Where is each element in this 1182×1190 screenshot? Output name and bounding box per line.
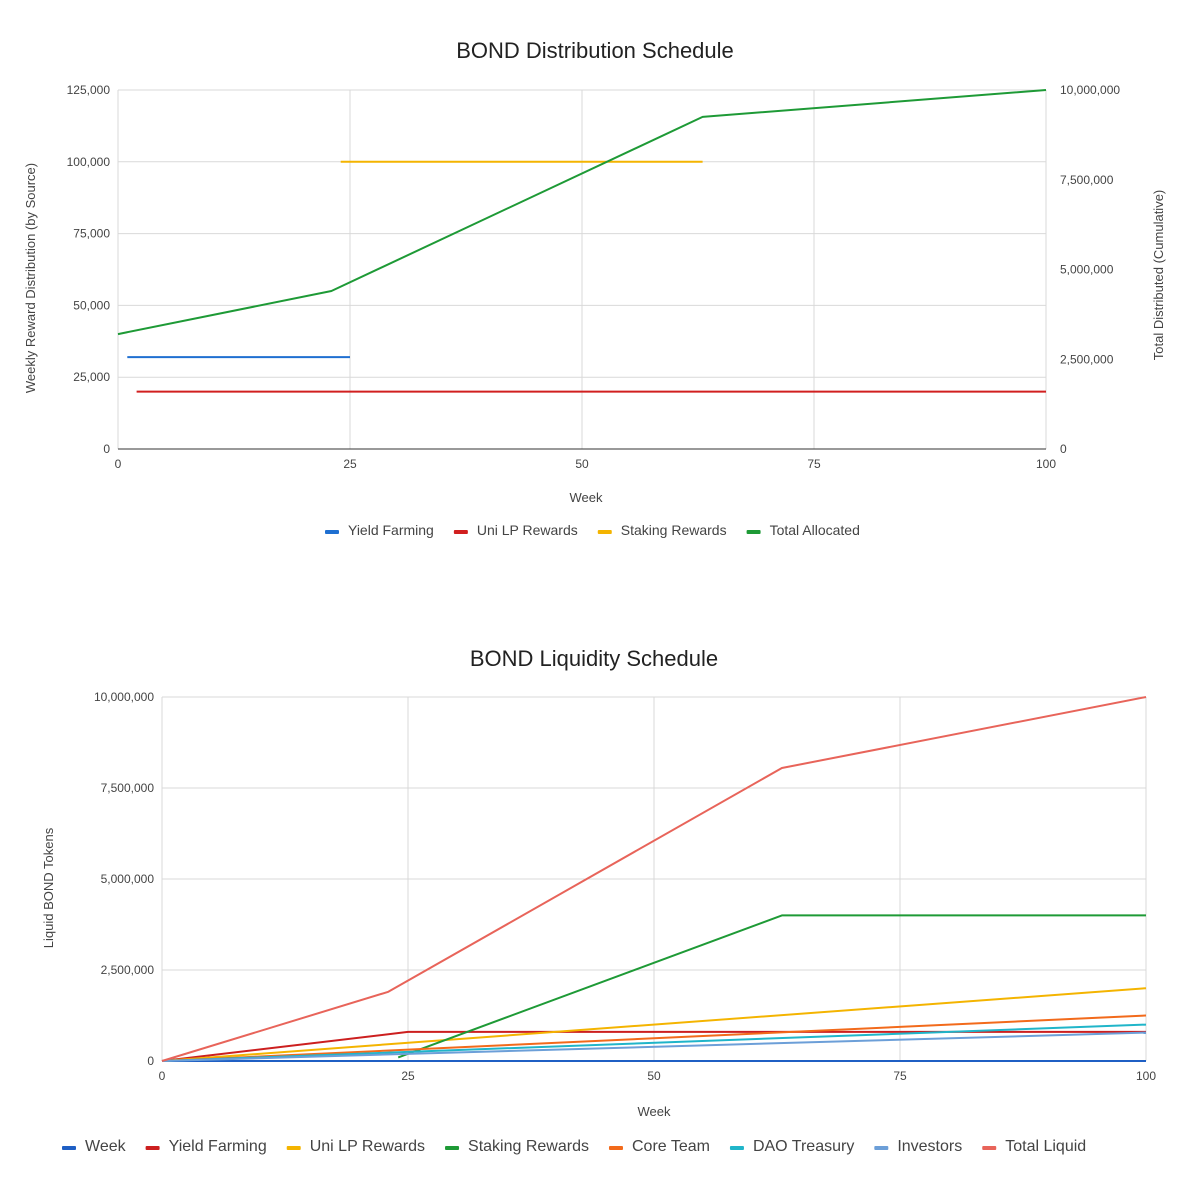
y-tick-label: 0 <box>147 1054 154 1068</box>
x-tick-label: 0 <box>115 457 122 471</box>
legend-swatch <box>453 530 468 534</box>
legend-label: Core Team <box>632 1138 710 1155</box>
legend-label: Week <box>85 1138 127 1155</box>
series-line-dao-treasury <box>161 1023 1147 1062</box>
y2-tick-label: 7,500,000 <box>1060 173 1114 187</box>
legend-swatch <box>286 1146 301 1150</box>
x-tick-label: 100 <box>1036 457 1056 471</box>
legend-label: Uni LP Rewards <box>310 1138 425 1155</box>
y-tick-label: 5,000,000 <box>101 872 155 886</box>
legend-label: Yield Farming <box>348 522 434 538</box>
series-line-uni-lp-rewards <box>161 987 1147 1062</box>
legend-label: Staking Rewards <box>468 1138 589 1155</box>
x-tick-label: 25 <box>343 457 357 471</box>
series-line-core-team <box>161 1014 1147 1062</box>
legend-swatch <box>445 1146 460 1150</box>
legend-swatch <box>62 1146 76 1150</box>
x-axis-title: Week <box>570 490 603 505</box>
legend-label: Total Liquid <box>1005 1138 1086 1155</box>
legend-swatch <box>325 530 339 534</box>
y2-tick-label: 2,500,000 <box>1060 352 1114 366</box>
legend-label: Total Allocated <box>770 522 860 538</box>
x-tick-label: 50 <box>647 1069 661 1083</box>
y-tick-label: 50,000 <box>73 298 110 312</box>
x-tick-label: 100 <box>1136 1069 1156 1083</box>
legend-swatch <box>145 1146 160 1150</box>
x-tick-label: 75 <box>807 457 821 471</box>
y-tick-label: 2,500,000 <box>101 963 155 977</box>
y2-tick-label: 5,000,000 <box>1060 263 1114 277</box>
legend-swatch <box>746 530 761 534</box>
chart-title: BOND Distribution Schedule <box>456 38 734 63</box>
legend-label: Staking Rewards <box>621 522 727 538</box>
x-tick-label: 0 <box>159 1069 166 1083</box>
y-tick-label: 25,000 <box>73 370 110 384</box>
legend-swatch <box>608 1146 623 1150</box>
series-line-total-liquid <box>161 696 1147 1062</box>
liquidity-chart: BOND Liquidity Schedule Week Liquid BOND… <box>41 646 1156 1155</box>
x-tick-label: 25 <box>401 1069 415 1083</box>
x-axis-title: Week <box>638 1104 671 1119</box>
y-tick-label: 0 <box>103 442 110 456</box>
legend-swatch <box>874 1146 889 1150</box>
x-tick-label: 50 <box>575 457 589 471</box>
legend-label: Uni LP Rewards <box>477 522 578 538</box>
series-line-total-allocated <box>117 89 1047 336</box>
y-tick-label: 7,500,000 <box>101 781 155 795</box>
distribution-chart: BOND Distribution Schedule Week Weekly R… <box>23 38 1166 538</box>
y2-axis-title: Total Distributed (Cumulative) <box>1151 190 1166 361</box>
chart-title: BOND Liquidity Schedule <box>470 646 718 671</box>
series-line-investors <box>161 1031 1147 1062</box>
y-tick-label: 75,000 <box>73 227 110 241</box>
legend-swatch <box>982 1146 997 1150</box>
y-tick-label: 100,000 <box>67 155 111 169</box>
legend-swatch <box>729 1146 744 1150</box>
y2-tick-label: 0 <box>1060 442 1067 456</box>
legend-swatch <box>597 530 612 534</box>
y-axis-title: Weekly Reward Distribution (by Source) <box>23 163 38 393</box>
legend-label: DAO Treasury <box>753 1138 854 1155</box>
x-tick-label: 75 <box>893 1069 907 1083</box>
y-axis-title: Liquid BOND Tokens <box>41 827 56 948</box>
legend-label: Yield Farming <box>169 1138 267 1155</box>
series-line-staking-rewards <box>397 914 1146 1059</box>
y2-tick-label: 10,000,000 <box>1060 83 1120 97</box>
legend-label: Investors <box>897 1138 962 1155</box>
y-tick-label: 125,000 <box>67 83 111 97</box>
y-tick-label: 10,000,000 <box>94 690 154 704</box>
series-line-yield-farming <box>161 1030 1146 1062</box>
